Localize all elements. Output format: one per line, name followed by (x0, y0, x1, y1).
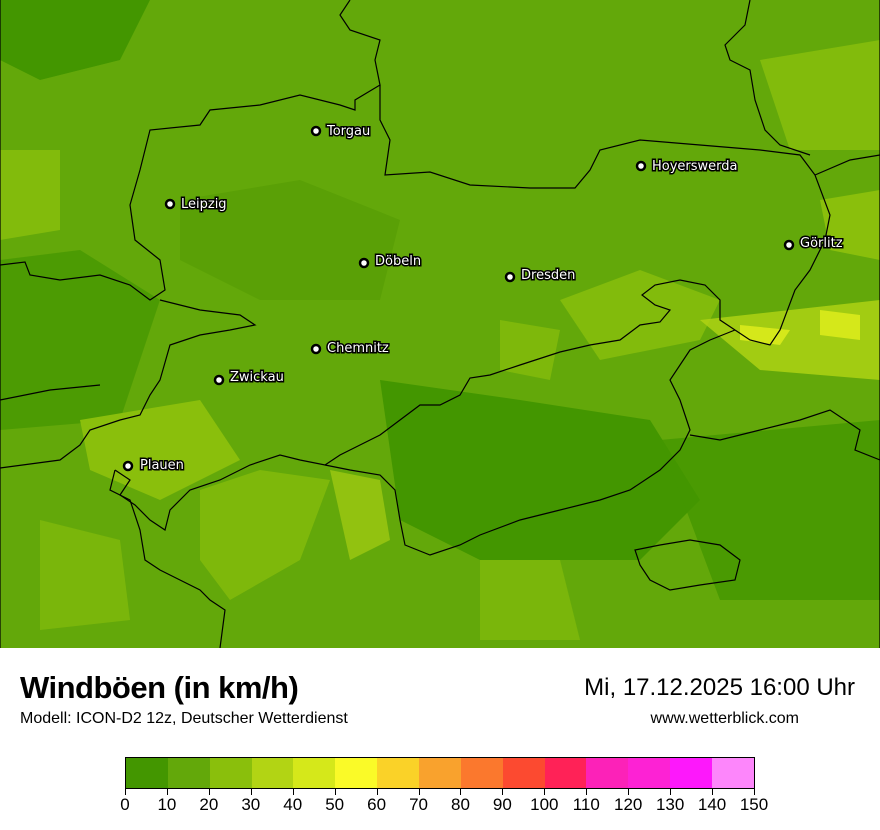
legend-swatch (209, 758, 252, 788)
city-doebeln[interactable]: Döbeln (358, 253, 423, 271)
legend-tick-mark (250, 789, 252, 795)
city-label: Torgau (326, 124, 370, 139)
legend-tick-label: 150 (739, 795, 769, 814)
borders (0, 0, 880, 648)
legend-tick-mark (670, 789, 672, 795)
forecast-datetime: Mi, 17.12.2025 16:00 Uhr (584, 674, 855, 701)
city-label: Dresden (521, 268, 575, 283)
legend-tick-label: 120 (614, 795, 643, 814)
city-label: Leipzig (181, 197, 227, 212)
legend-tick-mark (460, 789, 462, 795)
legend-tick-mark (586, 789, 588, 795)
legend-swatch (293, 758, 336, 788)
legend-tick-label: 70 (409, 795, 428, 814)
legend-swatch (586, 758, 629, 788)
legend-tick-label: 50 (325, 795, 345, 814)
legend-tick-label: 20 (199, 795, 219, 814)
legend-swatch (167, 758, 210, 788)
legend-swatch (460, 758, 503, 788)
legend-swatch (335, 758, 378, 788)
city-label: Plauen (140, 458, 184, 473)
legend-tick-mark (334, 789, 336, 795)
legend-swatch (628, 758, 671, 788)
legend-tick-mark (208, 789, 210, 795)
legend-tick-mark (418, 789, 420, 795)
city-plauen[interactable]: Plauen (122, 457, 185, 475)
legend-swatch (377, 758, 420, 788)
legend-tick-mark (628, 789, 630, 795)
legend-tick-label: 90 (492, 795, 512, 814)
legend-swatch (126, 758, 168, 788)
city-chemnitz[interactable]: Chemnitz (310, 340, 390, 358)
legend-tick-mark (502, 789, 504, 795)
legend-tick-label: 100 (530, 795, 559, 814)
legend-tick-label: 130 (655, 795, 685, 814)
legend-tick-label: 30 (241, 795, 261, 814)
legend-tick-label: 110 (572, 795, 600, 814)
website-link[interactable]: www.wetterblick.com (650, 710, 799, 727)
legend-tick-mark (754, 789, 755, 795)
gust-field (0, 0, 880, 640)
legend-tick-mark (712, 789, 714, 795)
legend-tick-label: 80 (450, 795, 470, 814)
city-label: Chemnitz (327, 341, 389, 356)
city-label: Zwickau (230, 370, 284, 385)
legend-swatch (502, 758, 545, 788)
city-label: Hoyerswerda (652, 159, 738, 174)
city-label: Döbeln (375, 254, 421, 269)
wind-gust-map: Torgau Hoyerswerda Leipzig Görlitz Döbel… (0, 0, 880, 648)
legend-tick-label: 0 (120, 795, 130, 814)
legend-tick-mark (376, 789, 378, 795)
legend-tick-label: 140 (697, 795, 727, 814)
map-title: Windböen (in km/h) (20, 670, 299, 705)
legend-swatch (251, 758, 294, 788)
city-leipzig[interactable]: Leipzig (164, 196, 228, 214)
city-torgau[interactable]: Torgau (310, 123, 372, 141)
city-label: Görlitz (800, 236, 843, 251)
legend-tick-label: 40 (283, 795, 303, 814)
legend-swatch (712, 758, 754, 788)
city-goerlitz[interactable]: Görlitz (783, 235, 844, 253)
city-zwickau[interactable]: Zwickau (213, 369, 285, 387)
legend-tick-mark (125, 789, 126, 795)
legend-tick-mark (292, 789, 294, 795)
city-dresden[interactable]: Dresden (504, 267, 577, 285)
legend-tick-mark (544, 789, 546, 795)
legend-tick-label: 60 (367, 795, 387, 814)
legend-swatch (544, 758, 587, 788)
legend-tick-mark (166, 789, 168, 795)
legend-swatch (419, 758, 461, 788)
city-hoyerswerda[interactable]: Hoyerswerda (635, 158, 739, 176)
legend-swatch (670, 758, 713, 788)
city-markers: Torgau Hoyerswerda Leipzig Görlitz Döbel… (122, 123, 844, 475)
legend-tick-label: 10 (157, 795, 177, 814)
model-source: Modell: ICON-D2 12z, Deutscher Wetterdie… (20, 710, 348, 727)
color-legend (125, 757, 755, 789)
